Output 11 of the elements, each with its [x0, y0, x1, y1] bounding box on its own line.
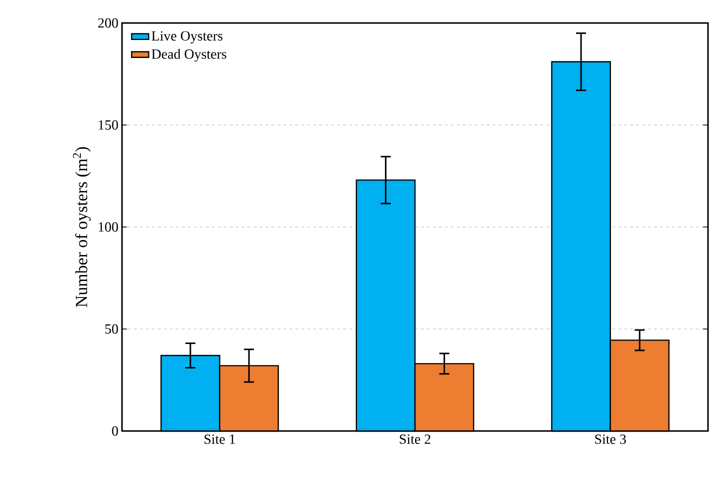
y-tick-label: 150	[98, 120, 118, 130]
x-tick-label: Site 2	[400, 434, 430, 444]
y-tick-label: 0	[112, 426, 118, 436]
x-tick-label: Site 3	[595, 434, 626, 444]
legend-label: Dead Oysters	[152, 48, 226, 62]
y-tick-label: 100	[98, 222, 118, 232]
legend-label: Live Oysters	[152, 31, 222, 44]
x-tick-label: Site 1	[204, 434, 235, 444]
y-tick-label: 200	[98, 18, 118, 28]
y-axis-title: Number of oysters (m$^{2}$)	[72, 147, 91, 308]
y-tick-label: 50	[105, 324, 118, 334]
